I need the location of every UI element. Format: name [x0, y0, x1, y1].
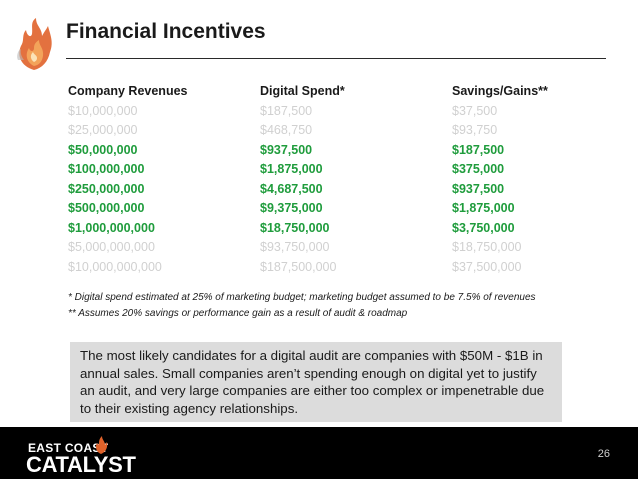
footnote-digital-spend: * Digital spend estimated at 25% of mark…: [68, 292, 536, 303]
flame-logo-icon: [12, 16, 56, 72]
table-cell: $93,750: [452, 123, 498, 137]
brand-name-line1: EAST COAST: [28, 441, 109, 455]
brand-name-line2: CATALYST: [26, 452, 136, 477]
table-cell: $9,375,000: [260, 201, 323, 215]
table-cell: $250,000,000: [68, 181, 145, 196]
footnote-savings: ** Assumes 20% savings or performance ga…: [68, 308, 408, 319]
table-cell: $10,000,000: [68, 103, 138, 118]
table-cell: $187,500: [260, 103, 313, 118]
table-cell: $37,500,000: [452, 259, 522, 274]
table-cell: $18,750,000: [452, 240, 522, 254]
table-cell: $187,500: [452, 142, 505, 157]
table-cell: $10,000,000,000: [68, 259, 162, 274]
table-cell: $1,875,000: [260, 162, 323, 176]
table-cell: $187,500,000: [260, 259, 337, 274]
callout-box: The most likely candidates for a digital…: [70, 342, 562, 422]
column-header-digital-spend: Digital Spend*: [260, 84, 345, 98]
table-cell: $18,750,000: [260, 220, 330, 235]
slide-title: Financial Incentives: [66, 20, 266, 43]
table-cell: $468,750: [260, 123, 313, 137]
table-cell: $937,500: [260, 142, 313, 157]
title-divider: [66, 58, 606, 59]
table-cell: $50,000,000: [68, 142, 138, 157]
footnotes: * Digital spend estimated at 25% of mark…: [68, 292, 536, 324]
table-cell: $5,000,000,000: [68, 240, 155, 254]
footer-bar: EAST COAST CATALYST 26: [0, 427, 638, 479]
table-cell: $375,000: [452, 162, 505, 176]
table-cell: $1,875,000: [452, 201, 515, 215]
table-cell: $4,687,500: [260, 181, 323, 196]
table-cell: $100,000,000: [68, 162, 145, 176]
table-cell: $3,750,000: [452, 220, 515, 235]
callout-text: The most likely candidates for a digital…: [80, 348, 545, 416]
table-cell: $937,500: [452, 181, 505, 196]
table-cell: $93,750,000: [260, 240, 330, 254]
table-cell: $37,500: [452, 103, 498, 118]
column-header-revenues: Company Revenues: [68, 84, 188, 98]
table-cell: $500,000,000: [68, 201, 145, 215]
page-number: 26: [597, 448, 610, 460]
flame-icon: [94, 435, 108, 455]
table-cell: $1,000,000,000: [68, 220, 155, 235]
column-header-savings: Savings/Gains**: [452, 84, 548, 98]
table-cell: $25,000,000: [68, 123, 138, 137]
